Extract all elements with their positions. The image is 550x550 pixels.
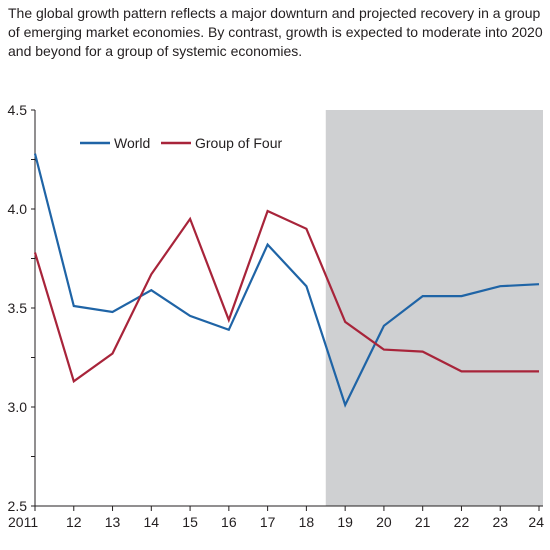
legend-label-group-of-four: Group of Four: [195, 135, 282, 151]
series-line-group-of-four: [33, 209, 539, 384]
y-tick-label: 2.5: [8, 498, 28, 514]
x-axis: 2011 12 13 14 15 16 17 18 19 20 21 22 23 24: [8, 505, 544, 530]
x-tick-label: 22: [454, 514, 470, 530]
x-tick-label: 17: [260, 514, 276, 530]
x-tick-label: 19: [337, 514, 353, 530]
projection-shaded-region: [325, 110, 543, 506]
chart-caption: The global growth pattern reflects a maj…: [8, 5, 543, 59]
y-tick-label: 4.5: [8, 102, 28, 118]
x-tick-label: 20: [376, 514, 392, 530]
x-tick-label: 16: [221, 514, 237, 530]
x-tick-label: 15: [182, 514, 198, 530]
x-tick-label: 13: [105, 514, 121, 530]
x-tick-label: 23: [492, 514, 508, 530]
y-axis: 2.5 3.0 3.5 4.0 4.5: [8, 102, 36, 514]
chart-legend: World Group of Four: [80, 135, 282, 151]
series-lines: [33, 153, 540, 408]
y-tick-label: 3.0: [8, 399, 28, 415]
x-tick-label: 24: [528, 514, 544, 530]
y-tick-label: 4.0: [8, 201, 28, 217]
y-tick-label: 3.5: [8, 300, 28, 316]
x-tick-label: 18: [299, 514, 315, 530]
x-tick-label: 2011: [8, 514, 38, 530]
x-tick-label: 21: [415, 514, 431, 530]
legend-label-world: World: [114, 135, 150, 151]
series-line-world: [33, 153, 540, 408]
x-tick-label: 14: [144, 514, 160, 530]
x-tick-label: 12: [66, 514, 82, 530]
